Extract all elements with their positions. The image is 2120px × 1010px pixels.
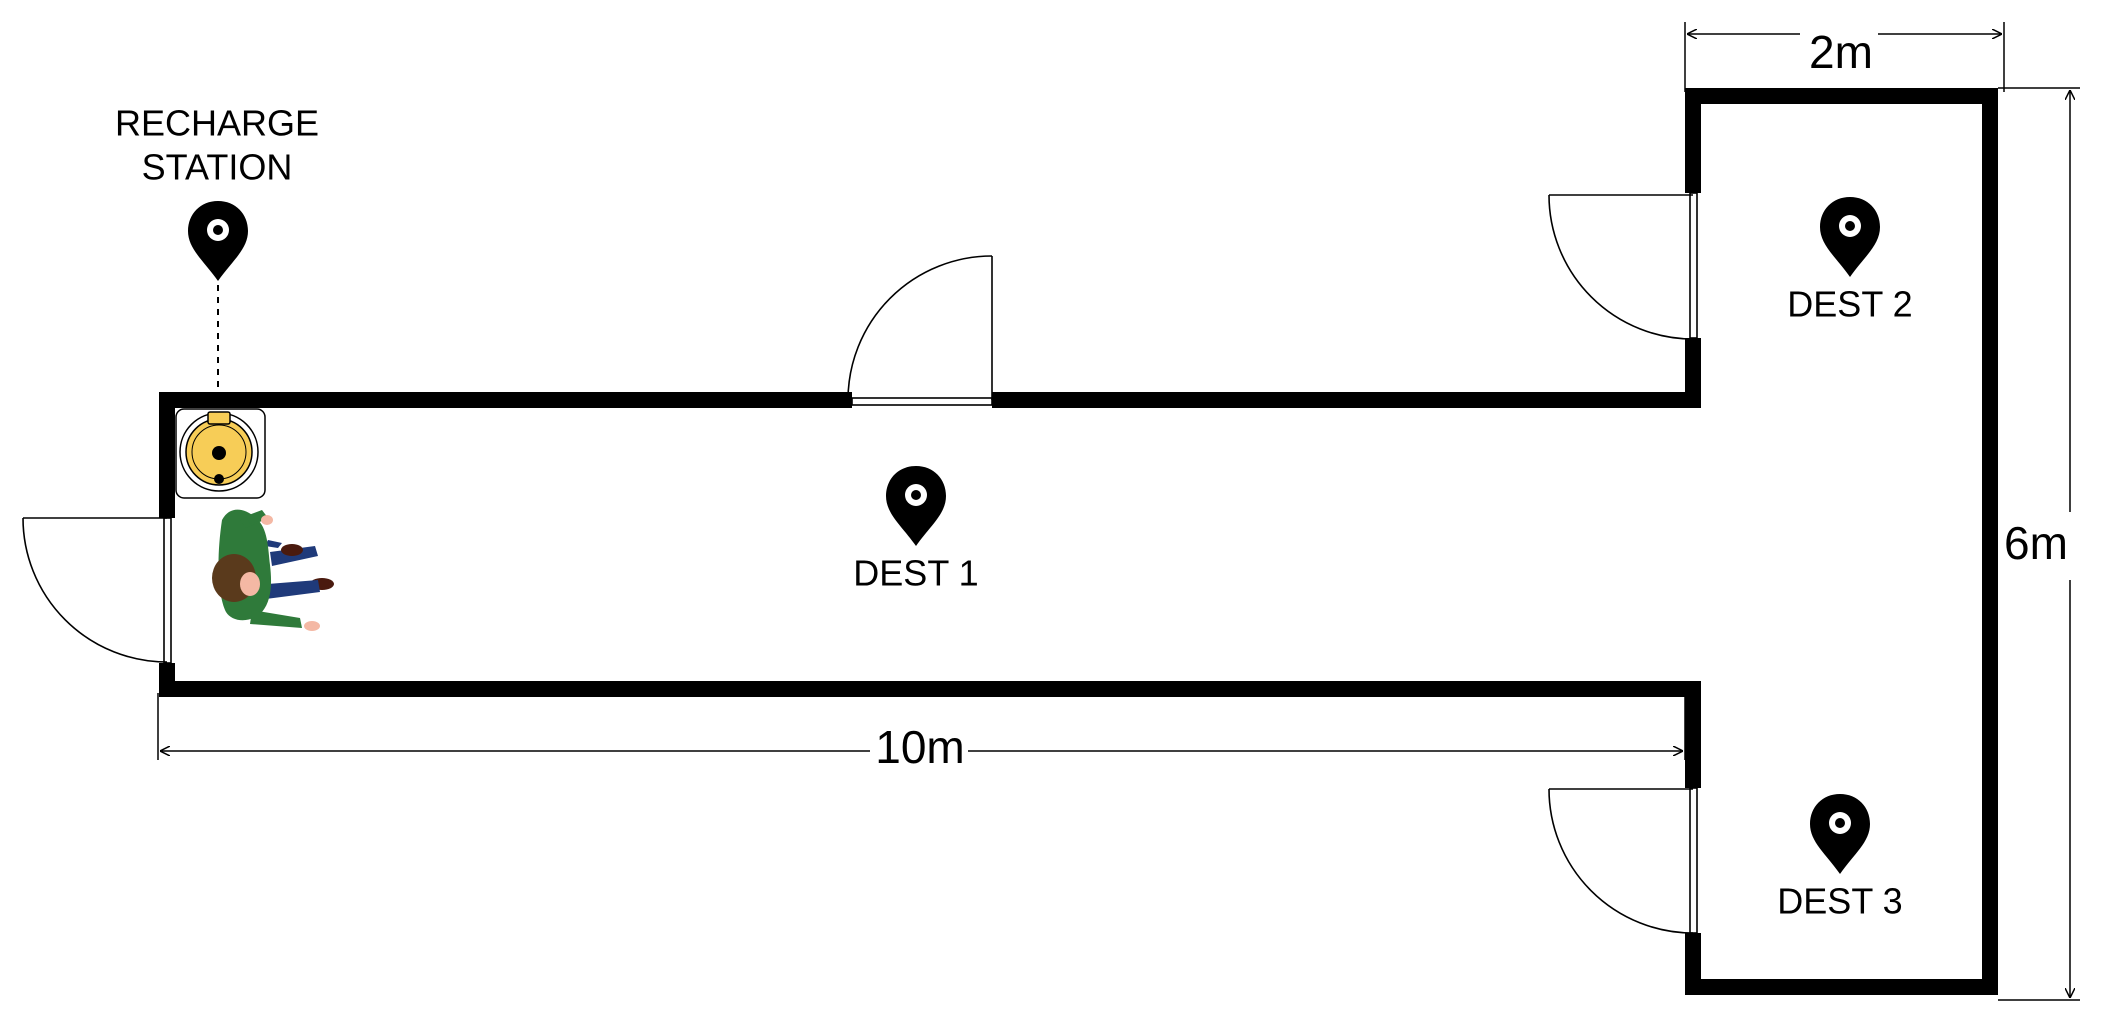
recharge-station-label-line1: RECHARGE	[115, 103, 319, 144]
building-outline	[159, 88, 1998, 995]
dest2-label: DEST 2	[1787, 284, 1912, 325]
door-corridor-top	[847, 255, 993, 406]
walking-person-icon	[212, 509, 334, 631]
dimension-10m	[157, 693, 1686, 760]
map-pin-icon-dest1	[886, 466, 946, 546]
map-pin-icon-dest3	[1810, 794, 1870, 874]
map-pin-icon-dest2	[1820, 197, 1880, 277]
dimension-6m	[1998, 87, 2080, 1001]
dimension-2m-label: 2m	[1809, 26, 1873, 78]
dimension-2m	[1684, 22, 2005, 92]
dimension-6m-label: 6m	[2004, 517, 2068, 569]
door-wing-lower	[1548, 787, 1698, 934]
map-pin-icon	[188, 201, 248, 281]
walls	[159, 88, 1998, 995]
robot-vacuum-icon	[175, 408, 266, 499]
dest1-label: DEST 1	[853, 553, 978, 594]
dimension-10m-label: 10m	[875, 721, 964, 773]
door-wing-upper	[1548, 192, 1698, 340]
dest3-label: DEST 3	[1777, 881, 1902, 922]
door-left-end	[22, 517, 172, 664]
recharge-station-label-line2: STATION	[142, 147, 293, 188]
